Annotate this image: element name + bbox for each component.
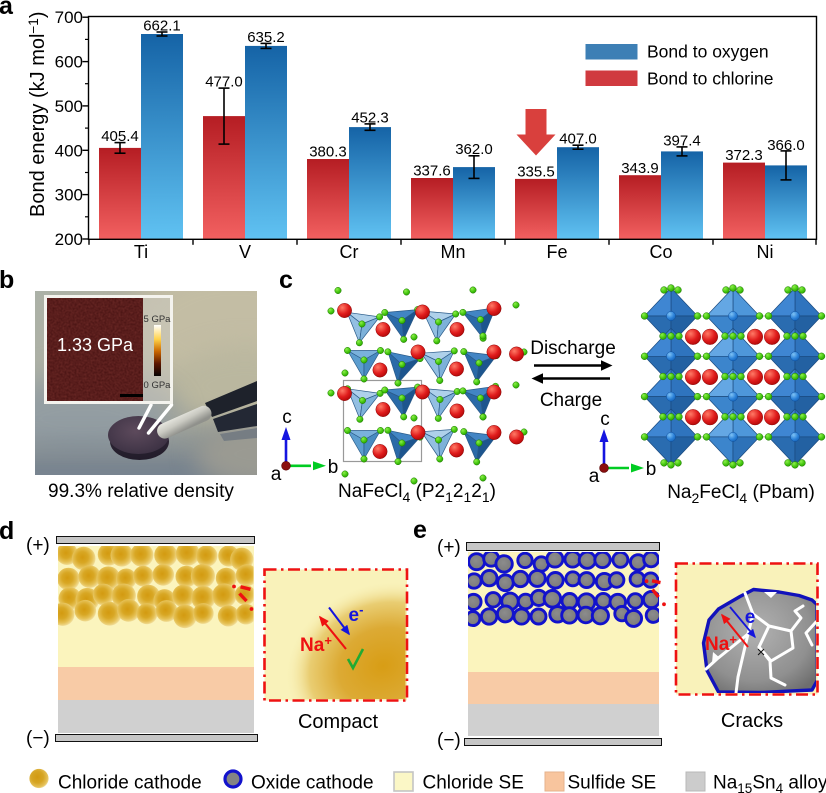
svg-text:×: ×: [757, 644, 766, 661]
svg-text:380.3: 380.3: [309, 144, 347, 161]
svg-text:e: e: [745, 607, 756, 628]
svg-text:500: 500: [55, 97, 83, 116]
svg-text:397.4: 397.4: [663, 132, 701, 149]
svg-text:Compact: Compact: [298, 711, 378, 733]
svg-text:Na+: Na+: [705, 632, 737, 655]
svg-text:c: c: [282, 407, 292, 428]
svg-text:Bond to oxygen: Bond to oxygen: [647, 42, 769, 62]
svg-text:Na15Sn4 alloy: Na15Sn4 alloy: [713, 773, 826, 793]
svg-text:Fe: Fe: [546, 242, 567, 262]
svg-text:Chloride SE: Chloride SE: [423, 773, 524, 793]
svg-text:a: a: [271, 464, 282, 485]
svg-text:372.3: 372.3: [725, 147, 763, 164]
svg-text:700: 700: [55, 8, 83, 27]
svg-text:337.6: 337.6: [413, 163, 451, 180]
svg-text:662.1: 662.1: [143, 18, 181, 35]
svg-text:Co: Co: [649, 242, 672, 262]
svg-text:Oxide cathode: Oxide cathode: [251, 773, 374, 793]
svg-text:b: b: [646, 459, 657, 480]
svg-text:V: V: [239, 242, 251, 262]
svg-text:452.3: 452.3: [351, 109, 389, 126]
svg-text:Cr: Cr: [340, 242, 359, 262]
svg-text:a: a: [589, 466, 600, 487]
svg-text:Sulfide SE: Sulfide SE: [568, 773, 657, 793]
svg-text:b: b: [328, 457, 339, 478]
svg-text:NaFeCl4 (P212121): NaFeCl4 (P212121): [338, 481, 496, 505]
svg-text:Mn: Mn: [440, 242, 465, 262]
svg-text:300: 300: [55, 186, 83, 205]
svg-text:Ni: Ni: [757, 242, 774, 262]
svg-text:Na+: Na+: [300, 633, 332, 656]
svg-text:400: 400: [55, 141, 83, 160]
svg-text:362.0: 362.0: [455, 141, 493, 158]
svg-text:Ti: Ti: [134, 242, 148, 262]
svg-text:407.0: 407.0: [559, 131, 597, 148]
svg-text:200: 200: [55, 230, 83, 249]
svg-text:Discharge: Discharge: [530, 338, 616, 359]
svg-text:343.9: 343.9: [621, 160, 659, 177]
svg-text:Bond energy (kJ mol−1): Bond energy (kJ mol−1): [26, 12, 49, 218]
svg-text:Cracks: Cracks: [721, 710, 783, 732]
svg-text:Bond to chlorine: Bond to chlorine: [647, 68, 773, 88]
svg-text:635.2: 635.2: [247, 29, 285, 46]
svg-text:Charge: Charge: [540, 390, 602, 411]
svg-text:600: 600: [55, 53, 83, 72]
svg-text:Chloride cathode: Chloride cathode: [58, 773, 202, 793]
svg-text:335.5: 335.5: [517, 164, 555, 181]
svg-text:477.0: 477.0: [205, 74, 243, 91]
svg-text:366.0: 366.0: [767, 137, 805, 154]
svg-text:405.4: 405.4: [101, 128, 139, 145]
svg-text:c: c: [600, 409, 610, 430]
